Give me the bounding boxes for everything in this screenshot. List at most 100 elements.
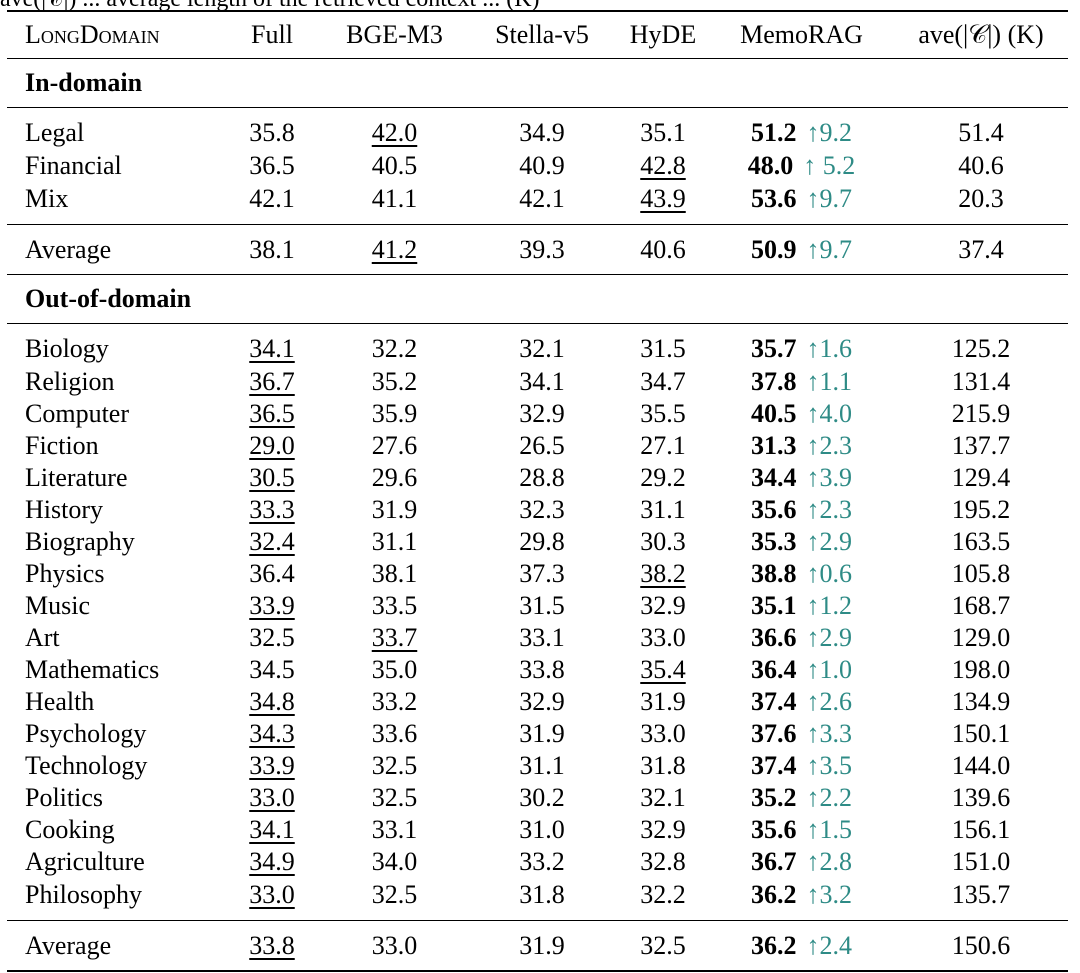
dataset-name: Literature (25, 463, 128, 492)
results-table-body: LongDomain Full BGE-M3 Stella-v5 HyDE Me… (7, 10, 1068, 972)
hyde-score: 34.7 (640, 367, 686, 396)
dataset-name: Average (25, 234, 112, 264)
ave-context-length: 134.9 (951, 687, 1011, 716)
improvement-delta: ↑3.3 (806, 719, 853, 748)
improvement-delta: ↑2.3 (806, 431, 853, 460)
memorag-score: 34.4 (751, 463, 797, 492)
average-row: Average 33.8 33.0 31.9 32.5 36.2 ↑2.4 150.6 (7, 920, 1068, 972)
memorag-score: 35.7 (751, 334, 797, 363)
memorag-score: 31.3 (751, 431, 797, 460)
ave-context-length: 137.7 (951, 431, 1011, 460)
memorag-score: 50.9 (751, 234, 797, 264)
bge-score: 33.0 (371, 930, 418, 960)
table-row: Psychology 34.3 33.6 31.9 33.0 37.6 ↑3.3 150.1 (7, 718, 1068, 750)
col-header-dataset: LongDomain (7, 10, 222, 59)
dataset-name: Financial (25, 151, 122, 180)
hyde-score: 40.6 (640, 234, 686, 264)
bge-score: 42.0 (371, 118, 418, 147)
bge-score: 41.1 (371, 184, 418, 213)
bge-score: 29.6 (371, 463, 418, 492)
stella-score: 31.9 (519, 719, 565, 748)
dataset-name: Physics (25, 559, 105, 588)
memorag-score: 36.2 (751, 880, 797, 909)
improvement-delta: ↑4.0 (806, 399, 853, 428)
full-score: 34.5 (249, 655, 295, 684)
hyde-score: 32.8 (640, 847, 686, 876)
full-score: 34.1 (249, 334, 295, 363)
bge-score: 31.1 (371, 527, 418, 556)
memorag-score: 35.2 (751, 783, 797, 812)
dataset-name: Legal (25, 118, 85, 147)
memorag-score: 35.1 (751, 591, 797, 620)
bge-score: 32.2 (371, 334, 418, 363)
improvement-delta: ↑1.5 (806, 815, 853, 844)
bge-score: 27.6 (371, 431, 418, 460)
ave-context-length: 139.6 (951, 783, 1011, 812)
dataset-name: Biology (25, 334, 109, 363)
table-row: Computer 36.5 35.9 32.9 35.5 40.5 ↑4.0 215.9 (7, 398, 1068, 430)
improvement-delta: ↑1.0 (806, 655, 853, 684)
stella-score: 34.1 (519, 367, 565, 396)
bge-score: 33.7 (371, 623, 418, 652)
improvement-delta: ↑2.4 (806, 930, 853, 960)
bge-score: 32.5 (371, 880, 418, 909)
memorag-score: 37.4 (751, 751, 797, 780)
full-score: 29.0 (249, 431, 295, 460)
ave-context-length: 20.3 (958, 184, 1004, 213)
full-score: 36.5 (249, 151, 295, 180)
dataset-name: Average (25, 930, 112, 960)
improvement-delta: ↑0.6 (806, 559, 853, 588)
table-row: Philosophy 33.0 32.5 31.8 32.2 36.2 ↑3.2 135.7 (7, 878, 1068, 921)
header-row: LongDomain Full BGE-M3 Stella-v5 HyDE Me… (7, 10, 1068, 59)
stella-score: 34.9 (519, 118, 565, 147)
table-row: Cooking 34.1 33.1 31.0 32.9 35.6 ↑1.5 156.1 (7, 814, 1068, 846)
bge-score: 35.9 (371, 399, 418, 428)
full-score: 38.1 (249, 234, 295, 264)
stella-score: 32.1 (519, 334, 565, 363)
stella-score: 40.9 (519, 151, 565, 180)
memorag-score: 35.6 (751, 495, 797, 524)
improvement-delta: ↑1.6 (806, 334, 853, 363)
dataset-name: Computer (25, 399, 129, 428)
improvement-delta: ↑9.7 (806, 184, 853, 213)
table-row: Health 34.8 33.2 32.9 31.9 37.4 ↑2.6 134.9 (7, 686, 1068, 718)
memorag-score: 36.7 (751, 847, 797, 876)
bge-score: 38.1 (371, 559, 418, 588)
memorag-score: 48.0 (747, 151, 794, 180)
improvement-delta: ↑2.8 (806, 847, 853, 876)
ave-context-length: 40.6 (958, 151, 1004, 180)
table-row: Physics 36.4 38.1 37.3 38.2 38.8 ↑0.6 105.8 (7, 558, 1068, 590)
table-row: Technology 33.9 32.5 31.1 31.8 37.4 ↑3.5 144.0 (7, 750, 1068, 782)
ave-context-length: 105.8 (951, 559, 1011, 588)
dataset-name: Agriculture (25, 847, 145, 876)
table-row: Mathematics 34.5 35.0 33.8 35.4 36.4 ↑1.0 198.0 (7, 654, 1068, 686)
ave-context-length: 215.9 (951, 399, 1011, 428)
col-header-bge-m3: BGE-M3 (322, 10, 467, 59)
ave-context-length: 163.5 (951, 527, 1011, 556)
hyde-score: 42.8 (640, 151, 686, 180)
dataset-name: Health (25, 687, 95, 716)
dataset-name: Politics (25, 783, 104, 812)
improvement-delta: ↑2.6 (806, 687, 853, 716)
full-score: 32.4 (249, 527, 295, 556)
ave-context-length: 150.6 (951, 930, 1011, 960)
full-score: 42.1 (249, 184, 295, 213)
average-row: Average 38.1 41.2 39.3 40.6 50.9 ↑9.7 37.4 (7, 224, 1068, 275)
table-row: Religion 36.7 35.2 34.1 34.7 37.8 ↑1.1 131.4 (7, 366, 1068, 398)
memorag-score: 38.8 (751, 559, 797, 588)
hyde-score: 31.1 (640, 495, 686, 524)
full-score: 36.7 (249, 367, 295, 396)
ave-context-length: 129.0 (951, 623, 1011, 652)
stella-score: 31.5 (519, 591, 565, 620)
hyde-score: 35.4 (640, 655, 686, 684)
table-row: Literature 30.5 29.6 28.8 29.2 34.4 ↑3.9 129.4 (7, 462, 1068, 494)
ave-context-length: 125.2 (951, 334, 1011, 363)
bge-score: 33.1 (371, 815, 418, 844)
dataset-name: Cooking (25, 815, 115, 844)
section-title: In-domain (7, 58, 1068, 108)
bge-score: 33.6 (371, 719, 418, 748)
dataset-name: Religion (25, 367, 115, 396)
hyde-score: 29.2 (640, 463, 686, 492)
full-score: 34.1 (249, 815, 295, 844)
table-row: Mix 42.1 41.1 42.1 43.9 53.6 ↑9.7 20.3 (7, 182, 1068, 225)
